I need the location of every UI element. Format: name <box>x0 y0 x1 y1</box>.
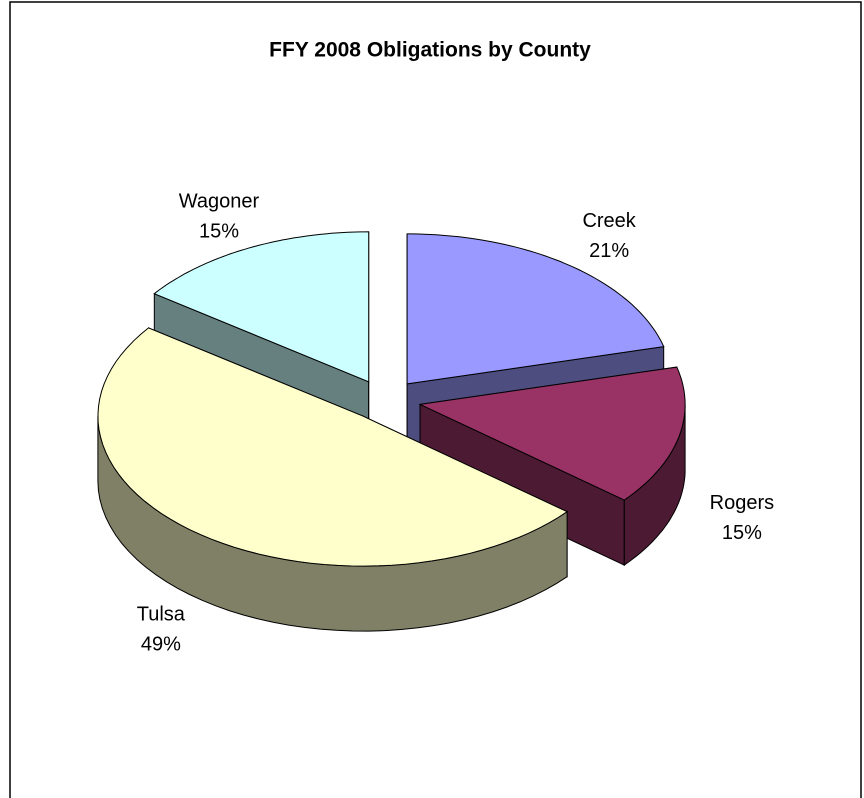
slice-label: Tulsa <box>137 603 186 625</box>
slice-label: Wagoner <box>179 191 260 213</box>
slice-value-label: 15% <box>199 221 239 243</box>
chart-title: FFY 2008 Obligations by County <box>269 39 591 62</box>
slice <box>97 327 569 632</box>
slice-top <box>153 231 370 383</box>
slice-value-label: 21% <box>589 240 629 262</box>
slice-label: Creek <box>582 210 636 232</box>
slice-top <box>406 233 665 385</box>
slice-top <box>418 366 686 501</box>
slice-value-label: 15% <box>722 522 762 544</box>
slice-top <box>97 327 569 567</box>
slice-value-label: 49% <box>141 633 181 655</box>
slice <box>418 366 686 567</box>
slice-label: Rogers <box>710 492 774 514</box>
